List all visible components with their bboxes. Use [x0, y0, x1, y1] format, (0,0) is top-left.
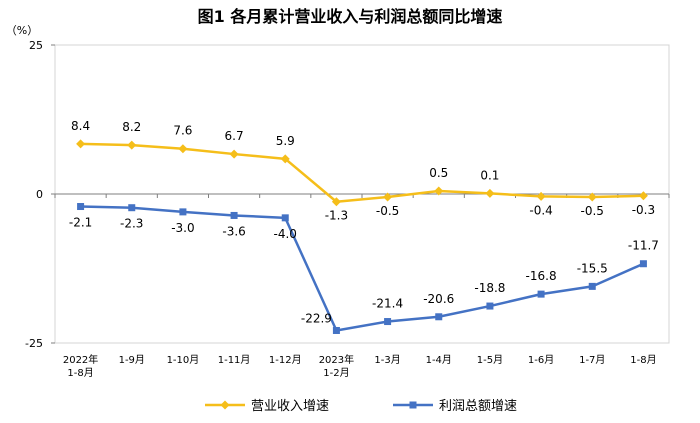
legend: 营业收入增速 利润总额增速 [205, 399, 517, 414]
data-label: -18.8 [474, 281, 505, 295]
data-label: -22.9 [301, 311, 332, 325]
data-label: -15.5 [577, 261, 608, 275]
data-label: 0.1 [480, 168, 499, 182]
x-tick-label-line: 1-8月 [67, 367, 93, 379]
series-line [80, 205, 644, 332]
data-point [76, 139, 86, 149]
legend-marker [220, 400, 230, 410]
data-point [128, 204, 136, 212]
data-label: -0.5 [581, 204, 604, 218]
data-point [178, 144, 188, 154]
x-tick-label: 1-5月 [477, 354, 503, 366]
x-tick-label-line: 1-12月 [269, 354, 302, 366]
data-label: 0.5 [429, 166, 448, 180]
data-label: -0.3 [632, 203, 655, 217]
data-point [485, 188, 495, 198]
y-tick-label: 0 [36, 188, 43, 201]
data-point [384, 318, 392, 326]
data-point [435, 313, 443, 321]
x-tick-label-line: 2023年 [319, 353, 354, 366]
legend-marker [409, 401, 417, 409]
data-label: -2.1 [69, 216, 92, 230]
series-profit-growth: -2.1 -2.3 -3.0 -3.6 -4.0 -22.9 -21.4 -20.6 -18.8… [69, 203, 659, 334]
x-axis: 2022年 1-8月1-9月 1-10月 1-11月 1-12月 2023年 1-2月1-3… [54, 193, 670, 379]
data-label: -3.6 [222, 224, 245, 238]
x-tick-label: 2023年 1-2月 [319, 353, 354, 379]
x-tick-label: 1-6月 [528, 354, 554, 366]
data-label: 8.4 [71, 119, 90, 133]
x-tick-label-line: 1-7月 [579, 354, 605, 366]
x-tick-label: 1-4月 [426, 354, 452, 366]
x-tick-label-line: 1-3月 [374, 354, 400, 366]
data-label: 5.9 [276, 134, 295, 148]
x-tick-label: 1-8月 [630, 354, 656, 366]
data-label: 7.6 [173, 124, 192, 138]
data-point [281, 214, 289, 222]
data-point [280, 154, 290, 164]
data-point [383, 192, 393, 202]
y-axis: 25 0 -25 [25, 39, 55, 350]
legend-item: 利润总额增速 [393, 399, 517, 414]
data-point [639, 260, 647, 268]
x-tick-label: 1-9月 [119, 354, 145, 366]
data-point [179, 208, 187, 216]
data-point [537, 290, 545, 298]
x-tick-label: 1-10月 [167, 354, 200, 366]
x-tick-label-line: 1-10月 [167, 354, 200, 366]
x-tick-label-line: 1-6月 [528, 354, 554, 366]
x-tick-label-line: 1-8月 [630, 354, 656, 366]
x-tick-label-line: 1-5月 [477, 354, 503, 366]
x-tick-label: 1-3月 [374, 354, 400, 366]
data-point [77, 203, 85, 211]
data-label: 6.7 [225, 129, 244, 143]
series-revenue-growth: 8.4 8.2 7.6 6.7 5.9 -1.3 -0.5 0.5 0.1 -0.4 -0.5 -0.… [71, 119, 655, 223]
x-tick-label: 1-7月 [579, 354, 605, 366]
data-point [434, 186, 444, 196]
x-tick-label-line: 2022年 [63, 353, 98, 366]
series-line [80, 142, 644, 203]
data-point [638, 191, 648, 201]
data-label: -0.5 [376, 204, 399, 218]
data-point [486, 302, 494, 310]
legend-label: 利润总额增速 [439, 399, 517, 414]
x-tick-label: 1-12月 [269, 354, 302, 366]
y-tick-label: 25 [29, 39, 43, 52]
data-label: -11.7 [628, 239, 659, 253]
data-point [331, 197, 341, 207]
data-point [127, 140, 137, 150]
data-point [229, 149, 239, 159]
data-point [230, 211, 238, 219]
legend-item: 营业收入增速 [205, 399, 329, 414]
series-layer: 8.4 8.2 7.6 6.7 5.9 -1.3 -0.5 0.5 0.1 -0.4 -0.5 -0.… [69, 119, 659, 334]
y-tick-label: -25 [25, 337, 43, 350]
x-tick-label-line: 1-9月 [119, 354, 145, 366]
data-point [332, 326, 340, 334]
y-axis-unit: （%） [6, 24, 38, 37]
data-label: -2.3 [120, 217, 143, 231]
data-label: -0.4 [529, 203, 552, 217]
data-point [587, 192, 597, 202]
data-label: -1.3 [325, 209, 348, 223]
chart-title: 图1 各月累计营业收入与利润总额同比增速 [198, 7, 503, 26]
legend-label: 营业收入增速 [251, 399, 329, 414]
x-tick-label-line: 1-4月 [426, 354, 452, 366]
data-label: 8.2 [122, 120, 141, 134]
x-tick-label-line: 1-11月 [218, 354, 251, 366]
data-label: -4.0 [274, 227, 297, 241]
data-label: -16.8 [526, 269, 557, 283]
x-tick-label: 1-11月 [218, 354, 251, 366]
data-point [588, 282, 596, 290]
data-label: -21.4 [372, 297, 403, 311]
data-label: -20.6 [423, 292, 454, 306]
x-tick-label-line: 1-2月 [323, 367, 349, 379]
data-label: -3.0 [171, 221, 194, 235]
x-tick-label: 2022年 1-8月 [63, 353, 98, 379]
data-point [536, 191, 546, 201]
